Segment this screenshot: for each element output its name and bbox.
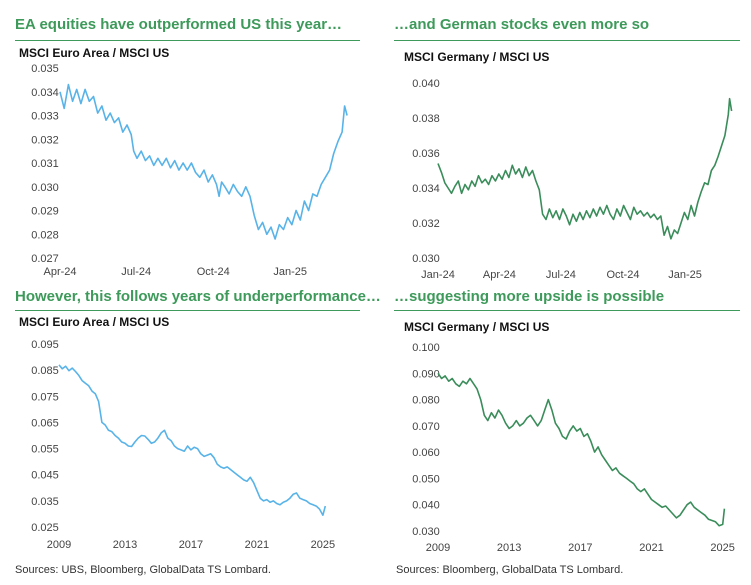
y-tick-label: 0.070 [412,421,440,433]
x-tick-label: Jan-25 [668,269,702,281]
chart-title: …and German stocks even more so [394,16,650,33]
x-tick-label: 2021 [245,539,269,551]
y-tick-label: 0.032 [31,134,59,146]
chart-panel-ea-longterm: However, this follows years of underperf… [15,282,381,557]
y-tick-label: 0.033 [31,111,59,123]
y-tick-label: 0.035 [31,63,59,75]
y-tick-label: 0.060 [412,447,440,459]
y-tick-label: 0.031 [31,158,59,170]
y-tick-label: 0.040 [412,78,440,90]
y-tick-label: 0.030 [412,253,440,265]
y-tick-label: 0.025 [31,522,59,534]
title-divider [15,40,360,41]
x-tick-label: Oct-24 [606,269,639,281]
x-tick-label: 2013 [113,539,137,551]
chart-panel-ea-recent: EA equities have outperformed US this ye… [15,10,360,280]
y-tick-label: 0.085 [31,365,59,377]
y-tick-label: 0.065 [31,417,59,429]
x-tick-label: Jan-25 [273,266,307,278]
line-chart: 0.100 0.090 0.080 0.070 0.060 0.050 0.040 0.030… [412,342,735,554]
series-label: MSCI Germany / MSCI US [404,50,550,64]
x-tick-label: Jul-24 [546,269,576,281]
title-divider [15,310,360,311]
title-divider [394,40,740,41]
y-tick-label: 0.029 [31,206,59,218]
y-tick-label: 0.034 [412,183,440,195]
chart-title: However, this follows years of underperf… [15,288,381,305]
series-label: MSCI Germany / MSCI US [404,320,550,334]
source-note-left: Sources: UBS, Bloomberg, GlobalData TS L… [15,564,271,576]
y-tick-label: 0.095 [31,339,59,351]
line-chart: 0.095 0.085 0.075 0.065 0.055 0.045 0.035 0.025… [31,339,335,551]
chart-panel-germany-recent: …and German stocks even more so MSCI Ger… [394,10,740,281]
x-tick-label: Jul-24 [121,266,151,278]
x-tick-label: 2009 [47,539,71,551]
y-tick-label: 0.030 [31,182,59,194]
series-line [437,372,726,527]
x-tick-label: Jan-24 [421,269,455,281]
x-tick-label: Apr-24 [43,266,76,278]
series-label: MSCI Euro Area / MSCI US [19,315,170,329]
y-tick-label: 0.045 [31,470,59,482]
line-chart: 0.035 0.034 0.033 0.032 0.031 0.030 0.029 0.028… [31,63,348,278]
y-tick-label: 0.090 [412,368,440,380]
source-note-right: Sources: Bloomberg, GlobalData TS Lombar… [396,564,624,576]
y-tick-label: 0.080 [412,395,440,407]
series-line [59,83,348,240]
chart-title: EA equities have outperformed US this ye… [15,16,343,33]
series-line [58,364,327,516]
y-tick-label: 0.034 [31,87,59,99]
y-tick-label: 0.050 [412,473,440,485]
y-tick-label: 0.030 [412,526,440,538]
x-tick-label: 2009 [426,542,450,554]
chart-title: …suggesting more upside is possible [394,288,665,305]
series-line [437,97,733,240]
series-label: MSCI Euro Area / MSCI US [19,46,170,60]
y-tick-label: 0.035 [31,496,59,508]
y-tick-label: 0.100 [412,342,440,354]
y-tick-label: 0.032 [412,218,440,230]
title-divider [394,310,740,311]
y-tick-label: 0.055 [31,444,59,456]
y-tick-label: 0.036 [412,148,440,160]
y-tick-label: 0.028 [31,229,59,241]
y-tick-label: 0.075 [31,391,59,403]
y-tick-label: 0.038 [412,113,440,125]
chart-panel-germany-longterm: …suggesting more upside is possible MSCI… [394,282,740,557]
y-tick-label: 0.027 [31,253,59,265]
x-tick-label: 2013 [497,542,521,554]
x-tick-label: 2021 [639,542,663,554]
line-chart: 0.040 0.038 0.036 0.034 0.032 0.030 Jan-24 Apr-… [412,78,733,281]
x-tick-label: Oct-24 [197,266,230,278]
x-tick-label: 2017 [568,542,592,554]
x-tick-label: Apr-24 [483,269,516,281]
x-tick-label: 2025 [311,539,335,551]
x-tick-label: 2017 [179,539,203,551]
x-tick-label: 2025 [710,542,734,554]
y-tick-label: 0.040 [412,500,440,512]
